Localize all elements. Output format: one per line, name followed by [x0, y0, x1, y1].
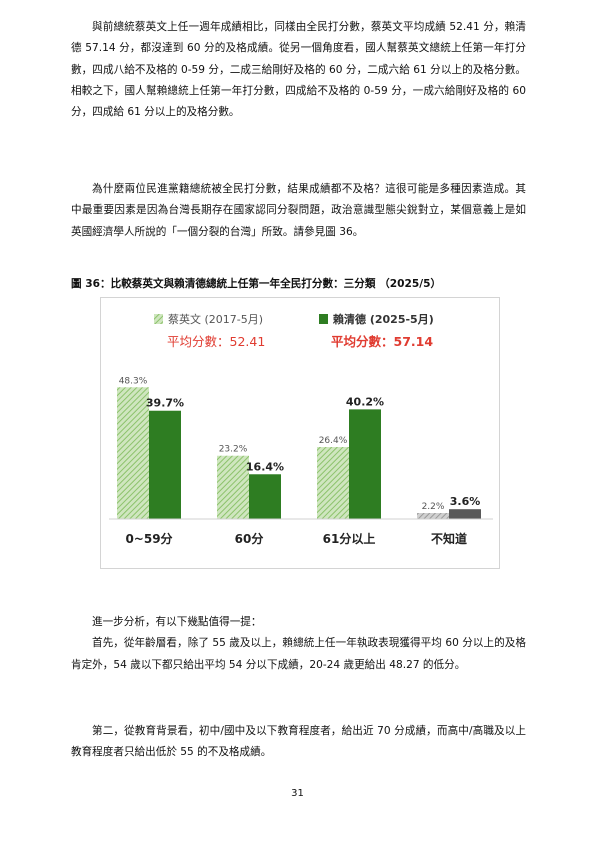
- chart-svg: 蔡英文 (2017-5月) 賴清德 (2025-5月) 平均分數：52.41 平…: [109, 312, 493, 546]
- avg-score-tsai: 平均分數：52.41: [167, 334, 265, 349]
- legend-swatch-lai: [319, 314, 328, 324]
- bar-series1-4: [417, 513, 449, 519]
- legend-label-lai: 賴清德 (2025-5月): [332, 312, 434, 326]
- data-label-series1-4: 2.2%: [422, 502, 445, 512]
- bars-group: 48.3% 39.7% 0~59分 23.2% 16.4% 60分 26.4% 40.2% 61…: [117, 376, 481, 546]
- age-analysis-paragraph: 首先，從年齡層看，除了 55 歲及以上，賴總統上任一年執政表現獲得平均 60 分…: [71, 637, 526, 671]
- analysis-intro: 進一步分析，有以下幾點值得一提：: [92, 616, 262, 628]
- category-label-1: 0~59分: [125, 531, 172, 546]
- legend-label-tsai: 蔡英文 (2017-5月): [168, 312, 263, 326]
- bar-series1-1: [117, 387, 149, 519]
- category-label-4: 不知道: [431, 531, 467, 546]
- data-label-series2-3: 40.2%: [346, 395, 384, 408]
- legend-swatch-tsai: [154, 314, 163, 324]
- bar-series2-3: [349, 409, 381, 519]
- reason-paragraph: 為什麼兩位民進黨籍總統被全民打分數，結果成績都不及格？這很可能是多種因素造成。其…: [71, 183, 526, 238]
- data-label-series1-1: 48.3%: [119, 376, 148, 386]
- category-label-2: 60分: [235, 531, 264, 546]
- bar-chart: 蔡英文 (2017-5月) 賴清德 (2025-5月) 平均分數：52.41 平…: [100, 297, 500, 569]
- data-label-series2-2: 16.4%: [246, 460, 284, 473]
- data-label-series2-4: 3.6%: [450, 495, 481, 508]
- figure-title: 圖 36：比較蔡英文與賴清德總統上任第一年全民打分數：三分類 （2025/5）: [71, 278, 442, 290]
- category-label-3: 61分以上: [323, 531, 376, 546]
- intro-paragraph: 與前總統蔡英文上任一週年成績相比，同樣由全民打分數，蔡英文平均成績 52.41 …: [71, 21, 526, 119]
- bar-series2-2: [249, 474, 281, 519]
- bar-series1-3: [317, 447, 349, 519]
- page-number: 31: [291, 788, 304, 799]
- data-label-series1-3: 26.4%: [319, 436, 348, 446]
- education-analysis-paragraph: 第二，從教育背景看，初中/國中及以下教育程度者，給出近 70 分成績，而高中/高…: [71, 725, 526, 759]
- data-label-series1-2: 23.2%: [219, 445, 248, 455]
- data-label-series2-1: 39.7%: [146, 397, 184, 410]
- avg-score-lai: 平均分數：57.14: [331, 334, 433, 349]
- analysis-section: 進一步分析，有以下幾點值得一提： 首先，從年齡層看，除了 55 歲及以上，賴總統…: [71, 612, 526, 676]
- bar-series2-1: [149, 410, 181, 519]
- bar-series2-4: [449, 509, 481, 519]
- bar-series1-2: [217, 455, 249, 519]
